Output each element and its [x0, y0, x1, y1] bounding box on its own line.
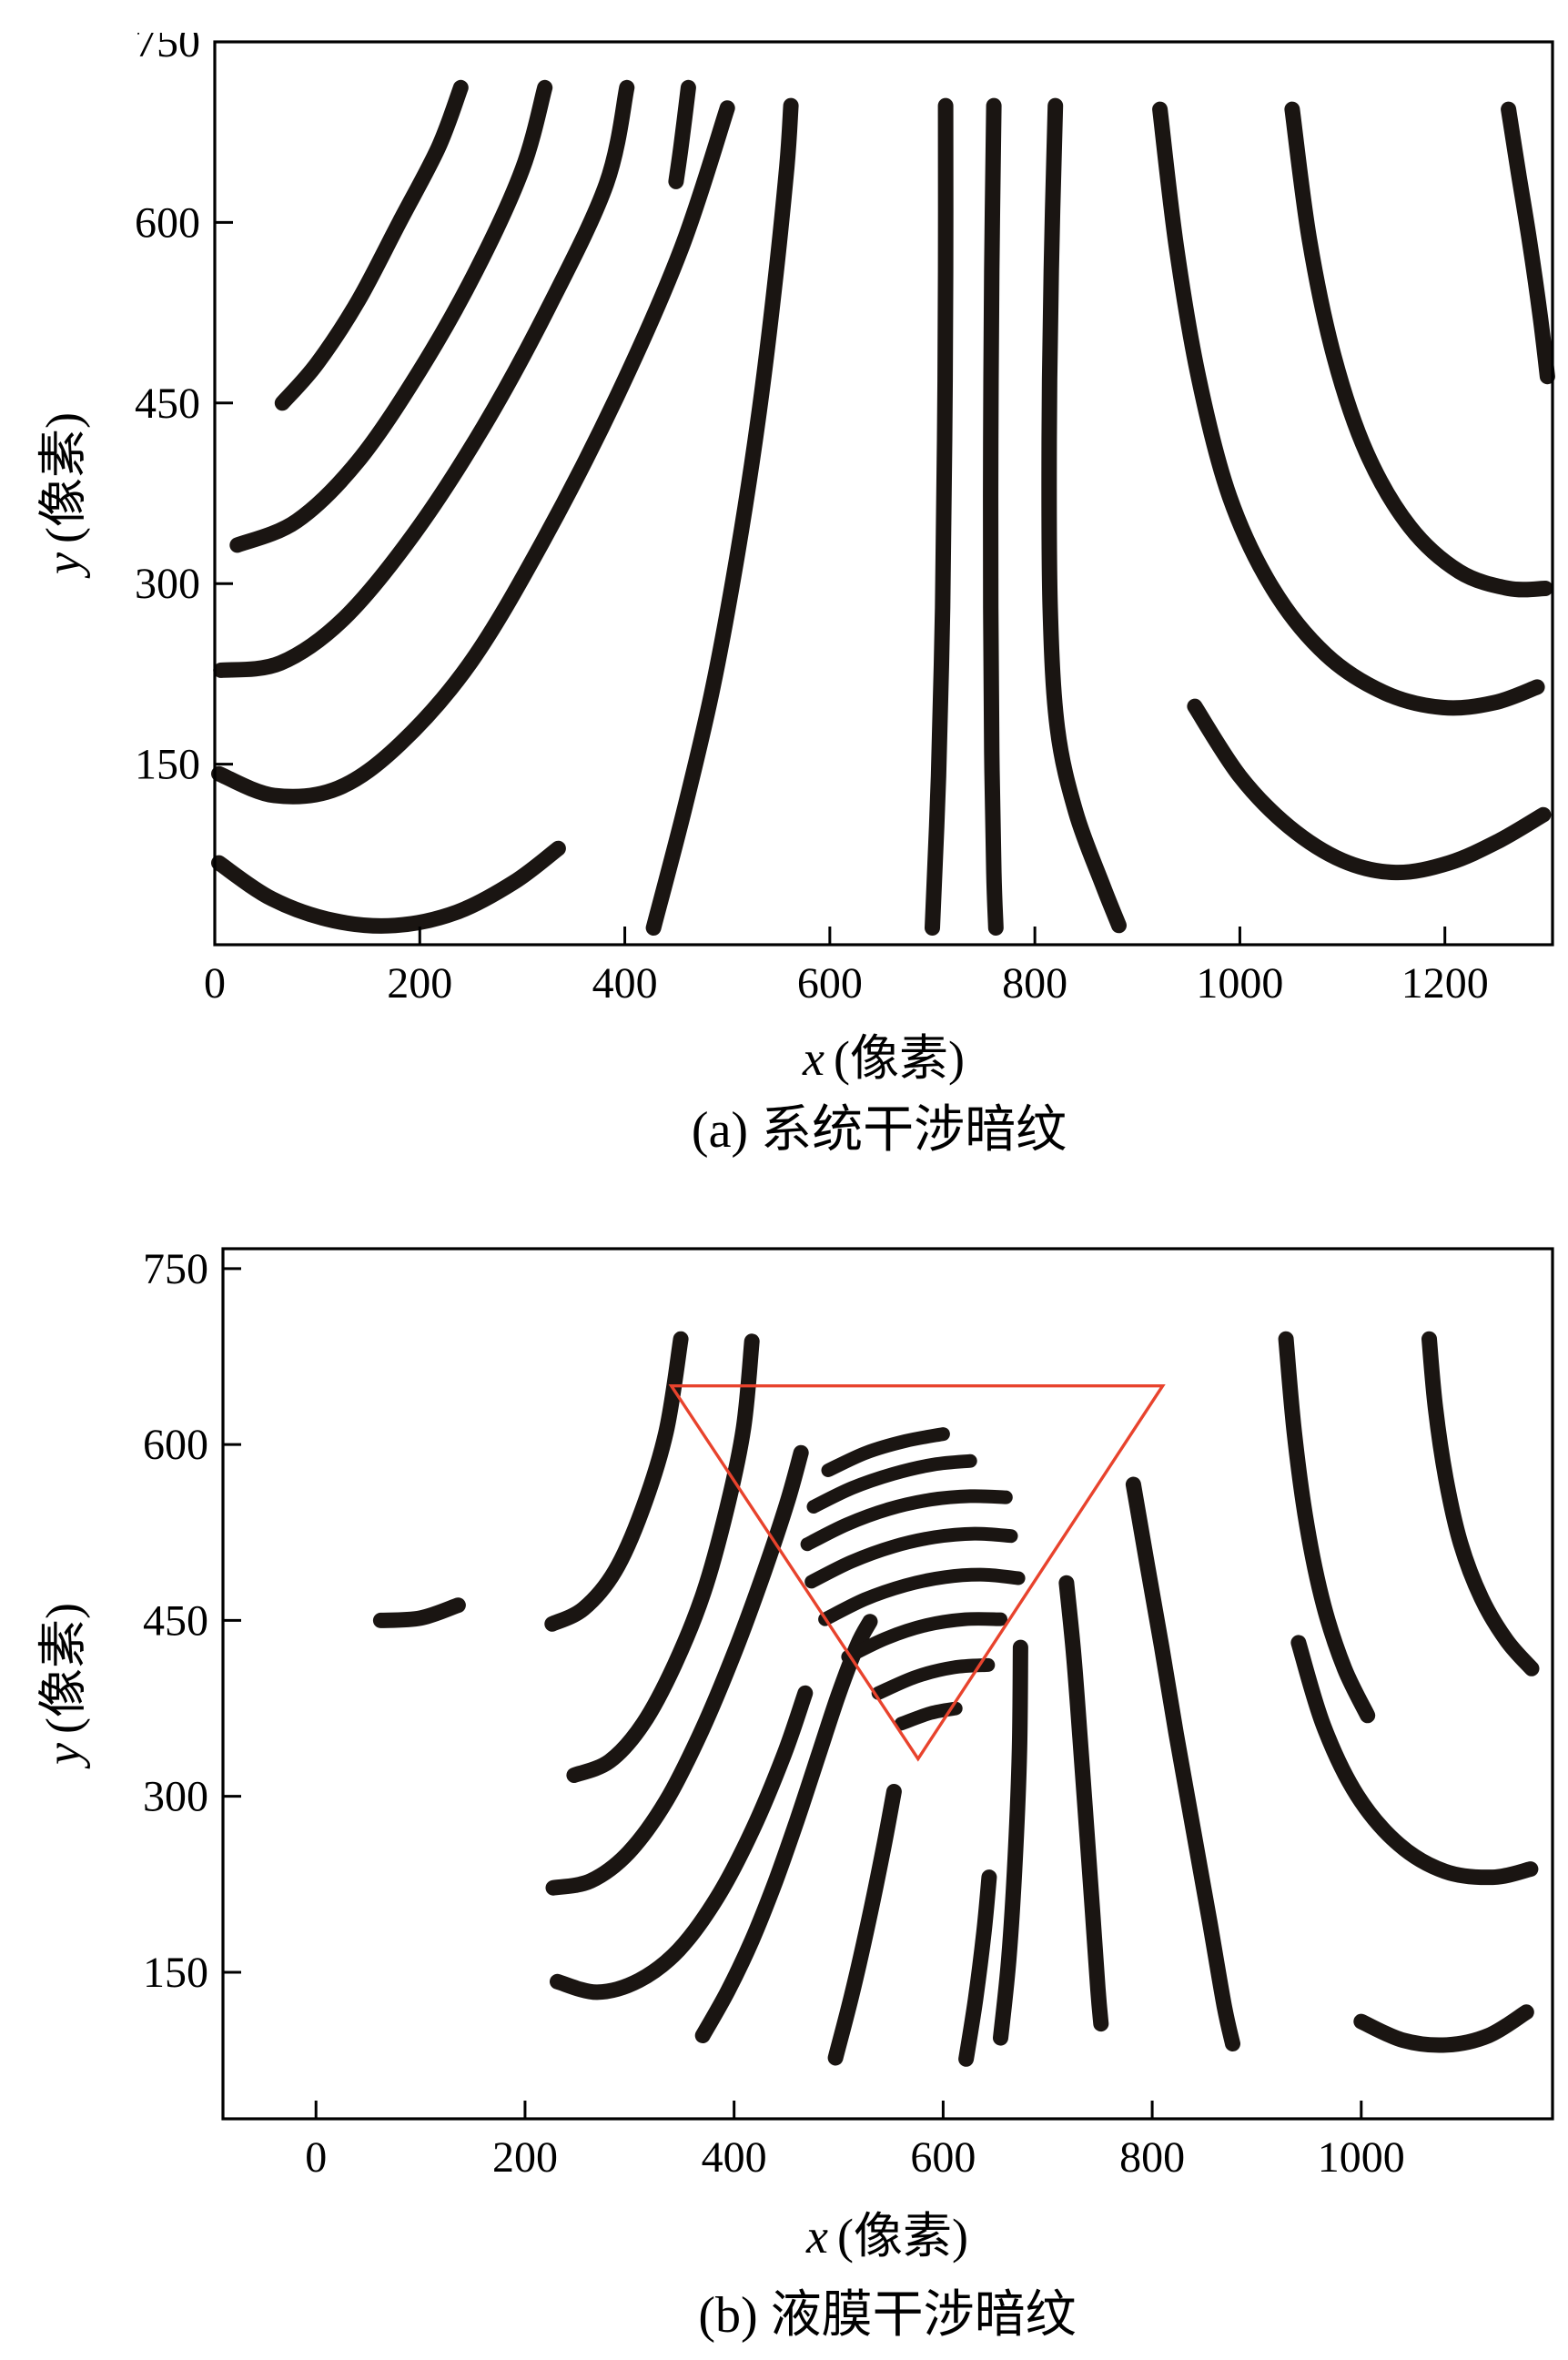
y-axis-var-a: y: [35, 552, 91, 574]
plot-border: [213, 40, 1554, 947]
x-tick-label: 200: [492, 2133, 558, 2182]
x-tick-label: 400: [702, 2133, 767, 2182]
inner-fringe-path: [818, 1567, 1026, 1626]
inner-fringe-path: [871, 1657, 996, 1700]
inner-fringe-path: [841, 1612, 1007, 1664]
y-axis-var-b: y: [35, 1743, 91, 1765]
fringe-path: [1152, 101, 1545, 716]
y-tick-label: 600: [143, 1421, 208, 1469]
fringe-path: [645, 97, 799, 936]
fringe-path: [1421, 1331, 1540, 1676]
fringe-path: [372, 1597, 466, 1628]
fringe-path: [925, 97, 954, 936]
y-tick-label: 750: [143, 1245, 208, 1293]
panel-a-plot: 0 200 400 600 800 1000 1200 150 300 450 600 750: [135, 33, 1555, 1008]
y-tick-label: 300: [143, 1773, 208, 1821]
y-axis-unit-a: (像素): [35, 412, 91, 543]
x-axis-label-a: x (像素): [803, 1018, 965, 1089]
fringe-path: [211, 100, 735, 805]
y-tick-label: 600: [135, 198, 200, 247]
y-tick-label: 300: [135, 560, 200, 608]
x-tick-label: 1000: [1318, 2133, 1405, 2182]
inner-fringe-path: [800, 1489, 1013, 1552]
triangle-annotation: [668, 1383, 1166, 1762]
x-tick-label: 800: [1119, 2133, 1185, 2182]
fringe-path: [1058, 1575, 1109, 2032]
fringe-path: [958, 1869, 997, 2067]
caption-b-text: (b) 液膜干涉暗纹: [698, 2287, 1077, 2344]
y-axis-unit-b: (像素): [35, 1603, 91, 1734]
x-tick-label: 200: [387, 959, 452, 1008]
fringe-path: [983, 97, 1004, 936]
fringe-path: [1125, 1476, 1240, 2051]
x-tick-label: 0: [204, 959, 226, 1008]
x-tick-label: 800: [1002, 959, 1067, 1008]
y-tick-label: 750: [135, 33, 200, 66]
fringe-path: [1501, 101, 1555, 385]
caption-a-text: (a) 系统干涉暗纹: [691, 1102, 1067, 1159]
fringe-path: [545, 1444, 809, 1896]
x-tick-label: 1000: [1196, 959, 1283, 1008]
y-tick-label: 450: [143, 1596, 208, 1645]
fringe-path: [211, 840, 566, 934]
x-axis-var-a: x: [803, 1031, 824, 1086]
fringe-path: [1353, 2004, 1534, 2053]
fringe-path: [566, 1333, 760, 1783]
plot-border: [221, 1247, 1554, 2121]
fringe-path: [993, 1639, 1028, 2046]
x-tick-label: 600: [910, 2133, 976, 2182]
fringe-path: [668, 79, 696, 189]
inner-fringe-path: [806, 1453, 977, 1514]
x-tick-label: 0: [305, 2133, 327, 2182]
fringe-path: [229, 79, 553, 553]
inner-fringe-path: [804, 1526, 1018, 1589]
caption-a: (a) 系统干涉暗纹: [692, 1089, 1067, 1162]
fringe-path: [1187, 698, 1552, 881]
fringe-path: [550, 1685, 814, 2000]
fringe-path: [1278, 1331, 1376, 1724]
caption-b: (b) 液膜干涉暗纹: [698, 2274, 1076, 2347]
fringe-path: [1290, 1635, 1539, 1886]
y-axis-label-b: y (像素): [23, 1603, 95, 1765]
x-axis-unit-a: (像素): [834, 1031, 965, 1086]
x-axis-var-b: x: [806, 2209, 828, 2264]
x-tick-label: 1200: [1401, 959, 1489, 1008]
y-tick-label: 450: [135, 380, 200, 428]
x-axis-label-b: x (像素): [806, 2195, 968, 2267]
fringe-path: [1284, 101, 1553, 598]
x-axis-unit-b: (像素): [837, 2209, 968, 2264]
y-tick-label: 150: [135, 741, 200, 789]
y-axis-label-a: y (像素): [23, 412, 95, 574]
fringe-path: [213, 79, 635, 678]
panel-b-plot: 0 200 400 600 800 1000 150 300 450 600 750: [143, 1245, 1554, 2182]
inner-fringe-path: [821, 1427, 950, 1477]
x-tick-label: 600: [797, 959, 863, 1008]
y-tick-label: 150: [143, 1949, 208, 1997]
fringe-path: [274, 79, 469, 411]
x-tick-label: 400: [592, 959, 658, 1008]
fringe-path: [544, 1331, 689, 1632]
fringe-path: [827, 1784, 902, 2066]
fringe-path: [1041, 97, 1127, 934]
